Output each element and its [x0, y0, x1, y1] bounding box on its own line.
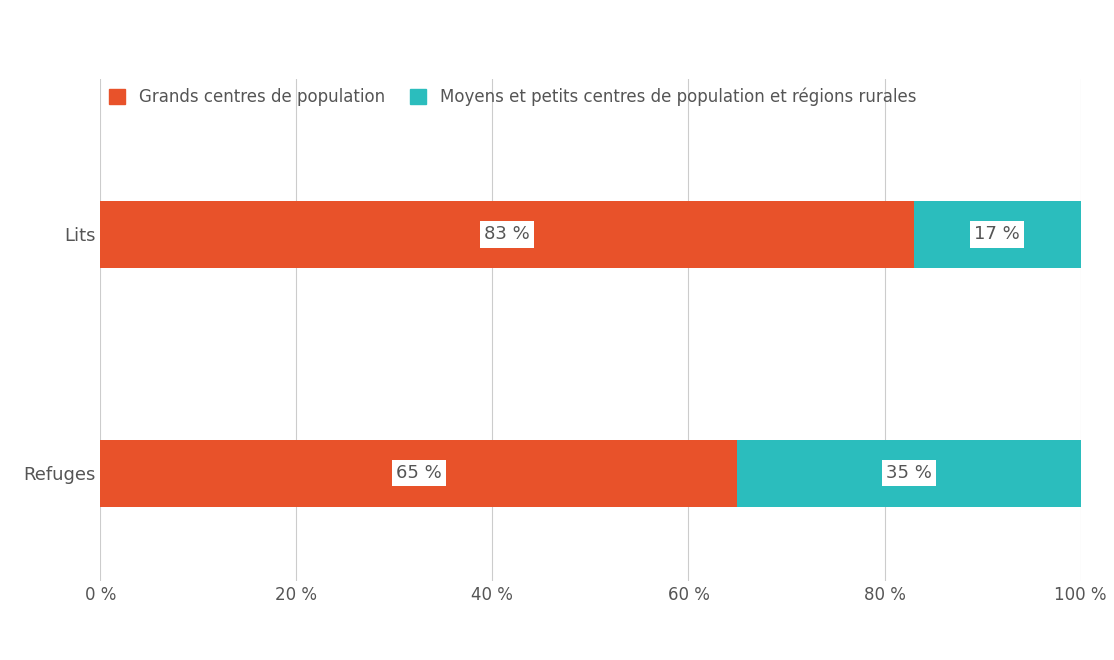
Text: 17 %: 17 %: [975, 226, 1020, 244]
Text: 83 %: 83 %: [485, 226, 530, 244]
Text: 35 %: 35 %: [886, 465, 932, 482]
Bar: [100, 201, 913, 268]
Bar: [913, 201, 1081, 268]
Legend: Grands centres de population, Moyens et petits centres de population et régions : Grands centres de population, Moyens et …: [108, 88, 916, 106]
Text: 65 %: 65 %: [395, 465, 442, 482]
Bar: [100, 440, 737, 507]
Bar: [737, 440, 1081, 507]
